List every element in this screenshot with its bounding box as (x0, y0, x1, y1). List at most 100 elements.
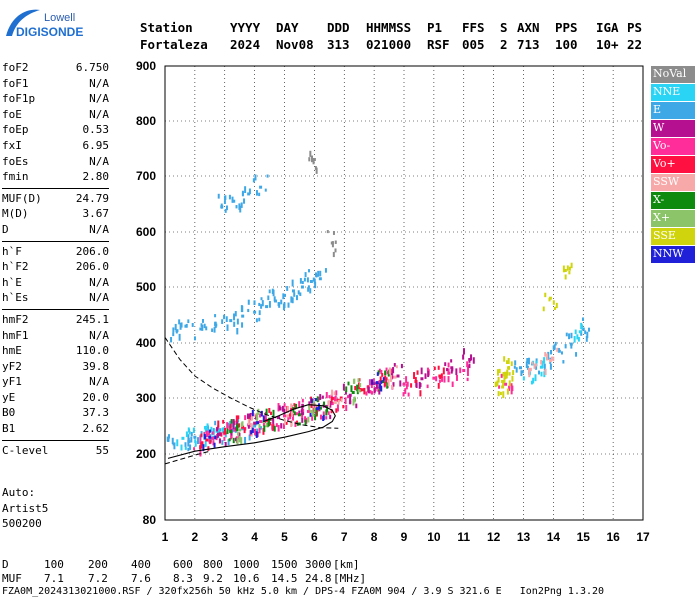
echo-point (380, 380, 383, 384)
echo-point (228, 194, 231, 200)
echo-point (539, 365, 543, 369)
param-name: B1 (2, 422, 16, 436)
echo-point (420, 367, 423, 375)
distance-value: [km] (333, 558, 360, 571)
echo-point (199, 436, 202, 444)
station-header: Station YYYY DAY DDD HHMMSS P1 FFS S AXN PPS IGA PS… (140, 20, 642, 52)
header-value: 313 (327, 37, 350, 52)
echo-point (253, 300, 256, 306)
echo-point (521, 370, 524, 374)
echo-point (502, 381, 505, 387)
echo-point (167, 434, 170, 439)
y-tick-label: 700 (136, 169, 156, 183)
echo-point (285, 414, 289, 418)
echo-point (229, 430, 233, 434)
echo-point (375, 383, 378, 389)
echo-point (381, 380, 385, 383)
param-value: 6.750 (75, 61, 109, 74)
echo-point (200, 442, 203, 449)
echo-point (543, 371, 546, 378)
echo-point (527, 367, 530, 373)
echo-point (566, 265, 569, 271)
echo-point (184, 442, 187, 447)
echo-point (278, 302, 281, 308)
echo-point (273, 425, 276, 432)
echo-point (330, 408, 333, 414)
echo-point (504, 373, 507, 380)
echo-point (236, 327, 239, 335)
muf-value: 7.2 (88, 572, 108, 585)
param-row: h`F2 206.0 (2, 259, 109, 275)
echo-point (236, 437, 239, 445)
echo-point (313, 407, 316, 413)
echo-point (519, 366, 523, 370)
echo-point (255, 318, 258, 323)
echo-point (231, 196, 234, 203)
echo-point (214, 435, 217, 440)
echo-point (320, 414, 323, 420)
echo-point (399, 380, 402, 387)
echo-point (201, 318, 204, 323)
legend-item: NNE (651, 84, 695, 101)
echo-point (247, 424, 250, 429)
echo-point (381, 373, 384, 377)
legend-item: Vo+ (651, 156, 695, 173)
echo-point (185, 323, 188, 328)
echo-point (308, 269, 311, 273)
plot-frame (164, 65, 644, 521)
muf-value: 14.5 (271, 572, 298, 585)
echo-point (357, 378, 360, 383)
echo-point (255, 414, 258, 420)
echo-point (345, 405, 348, 412)
echo-point (259, 413, 262, 418)
echo-point (206, 423, 209, 428)
echo-point (349, 400, 352, 405)
echo-point (347, 381, 350, 386)
series-NoVal (308, 150, 337, 258)
echo-point (247, 308, 250, 313)
echo-point (275, 423, 278, 428)
echo-point (550, 356, 553, 360)
header-field: AXN (517, 20, 540, 35)
echo-point (225, 205, 228, 211)
echo-point (205, 430, 208, 437)
x-tick-label: 15 (577, 530, 591, 544)
echo-point (277, 424, 280, 432)
muf-value: 24.8 (305, 572, 332, 585)
x-tick-label: 8 (371, 530, 378, 544)
header-field: YYYY (230, 20, 261, 35)
echo-point (435, 376, 438, 382)
y-tick-label: 900 (136, 59, 156, 73)
echo-point (393, 375, 397, 379)
echo-point (258, 424, 261, 428)
echo-point (258, 302, 261, 307)
echo-point (241, 192, 244, 197)
echo-point (199, 327, 203, 331)
header-value: 2024 (230, 37, 260, 52)
echo-point (335, 390, 338, 396)
echo-point (282, 293, 285, 300)
echo-point (380, 385, 383, 392)
echo-point (309, 150, 312, 157)
distance-row: D 100 200 400 600 800 1000 1500 3000 [km] (2, 558, 360, 571)
echo-point (555, 302, 558, 309)
echo-point (233, 427, 236, 432)
echo-point (535, 363, 538, 370)
echo-point (386, 382, 389, 389)
echo-point (291, 279, 294, 287)
echo-point (253, 413, 256, 417)
x-tick-label: 7 (341, 530, 348, 544)
echo-point (206, 427, 209, 433)
echo-point (185, 431, 188, 438)
echo-point (193, 336, 196, 341)
echo-point (562, 265, 565, 273)
echo-point (385, 379, 388, 384)
echo-point (235, 205, 238, 209)
echo-point (308, 405, 311, 411)
echo-point (265, 408, 268, 416)
param-value: 39.8 (82, 359, 110, 373)
header-value: Fortaleza (140, 37, 208, 52)
echo-point (180, 322, 183, 328)
echo-point (300, 412, 304, 416)
echo-point (415, 382, 418, 389)
